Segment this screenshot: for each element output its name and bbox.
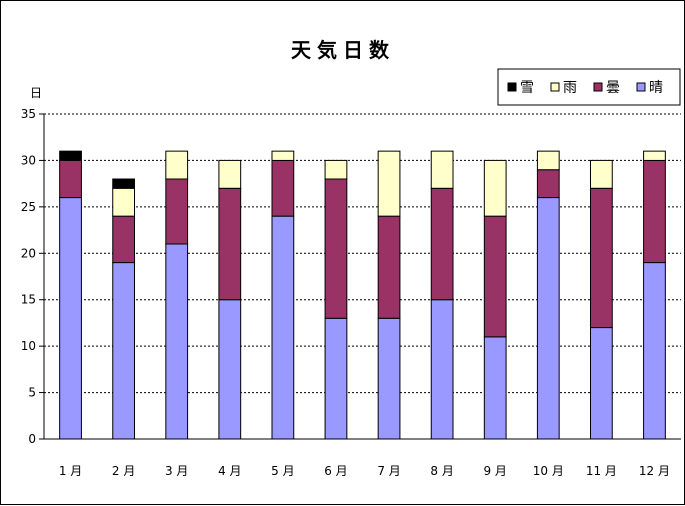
gridlines xyxy=(44,113,681,394)
y-axis-label: 日 xyxy=(30,86,42,100)
bar-segment xyxy=(165,243,189,440)
bar-segment xyxy=(483,159,507,217)
bar-segment xyxy=(377,150,401,217)
x-tick-label: 7 月 xyxy=(377,464,400,478)
chart-title: 天気日数 xyxy=(291,38,395,62)
bar-segment xyxy=(430,299,454,440)
bar-segment xyxy=(643,262,666,440)
bar-segment xyxy=(271,215,295,440)
y-tick-label: 35 xyxy=(21,107,36,121)
bar-segment xyxy=(165,178,189,245)
bar-segment xyxy=(324,178,348,319)
bar-segment xyxy=(430,187,454,301)
y-tick-label: 30 xyxy=(21,153,36,167)
axes: 0 5 10 15 20 25 30 35 1 月 2 月 3 月 4 月 5 月 6 月 7 月 8 月 9 … xyxy=(21,107,681,478)
bar-segment xyxy=(59,150,82,161)
bar-segment xyxy=(377,317,401,440)
bar-segment xyxy=(112,187,136,217)
legend-swatch xyxy=(550,82,560,92)
bar-segment xyxy=(112,178,136,189)
legend: 雪雨曇晴 xyxy=(497,68,681,106)
y-tick-label: 25 xyxy=(21,200,36,214)
bar-segment xyxy=(483,336,507,440)
bar-segment xyxy=(643,159,666,264)
x-tick-label: 12 月 xyxy=(639,464,670,478)
legend-label: 雪 xyxy=(520,80,534,96)
bar-segment xyxy=(377,215,401,319)
x-tick-label: 6 月 xyxy=(324,464,347,478)
bar-segment xyxy=(589,159,613,189)
bar-segment xyxy=(324,159,348,180)
y-tick-label: 20 xyxy=(21,246,36,260)
legend-swatch xyxy=(593,82,603,92)
legend-box xyxy=(497,68,681,106)
x-tick-label: 3 月 xyxy=(165,464,188,478)
legend-label: 曇 xyxy=(606,80,620,96)
x-tick-label: 2 月 xyxy=(112,464,135,478)
bar-segment xyxy=(536,150,560,171)
x-tick-label: 1 月 xyxy=(59,464,82,478)
bar-segment xyxy=(218,187,242,301)
x-tick-label: 10 月 xyxy=(533,464,564,478)
y-tick-label: 15 xyxy=(21,293,36,307)
bar-segment xyxy=(59,197,82,440)
bar-segment xyxy=(536,169,560,199)
bar-segment xyxy=(165,150,189,180)
x-tick-label: 4 月 xyxy=(218,464,241,478)
bar-segment xyxy=(483,215,507,338)
y-tick-label: 10 xyxy=(21,339,36,353)
bar-segment xyxy=(430,150,454,189)
bars xyxy=(59,150,666,440)
x-tick-label: 8 月 xyxy=(430,464,453,478)
bar-segment xyxy=(59,159,82,199)
y-tick-label: 0 xyxy=(28,432,36,446)
x-tick-label: 11 月 xyxy=(586,464,617,478)
bar-segment xyxy=(589,187,613,329)
legend-swatch xyxy=(507,82,517,92)
y-tick-label: 5 xyxy=(28,386,36,400)
bar-segment xyxy=(271,150,295,161)
bar-segment xyxy=(324,317,348,440)
bar-segment xyxy=(112,215,136,264)
bar-segment xyxy=(218,159,242,189)
x-tick-label: 9 月 xyxy=(483,464,506,478)
bar-segment xyxy=(536,197,560,440)
x-tick-label: 5 月 xyxy=(271,464,294,478)
bar-segment xyxy=(589,327,613,440)
legend-label: 晴 xyxy=(649,80,663,96)
bar-segment xyxy=(643,150,666,161)
bar-segment xyxy=(112,262,136,440)
legend-label: 雨 xyxy=(563,80,577,96)
legend-swatch xyxy=(636,82,646,92)
bar-segment xyxy=(271,159,295,217)
bar-segment xyxy=(218,299,242,440)
